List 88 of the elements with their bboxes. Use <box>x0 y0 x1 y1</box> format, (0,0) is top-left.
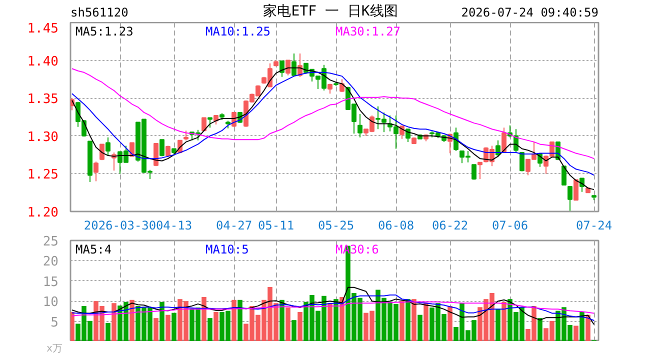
candlestick <box>106 136 110 156</box>
bar <box>418 314 422 341</box>
bar <box>112 303 116 341</box>
bar <box>334 299 338 341</box>
bar <box>292 320 296 341</box>
candlestick <box>502 127 506 152</box>
y-tick-label: 25 <box>42 234 59 250</box>
line-series <box>72 294 594 321</box>
bar <box>412 299 416 341</box>
bar <box>298 312 302 341</box>
candlestick <box>496 140 500 158</box>
text: MA10:1.25 <box>206 24 271 38</box>
bar <box>502 302 506 341</box>
text: MA10:5 <box>206 242 249 256</box>
bar <box>214 312 218 341</box>
y-tick-label: 1.45 <box>27 22 59 36</box>
bar <box>130 300 134 341</box>
bar <box>328 303 332 341</box>
text: x万 <box>46 344 63 354</box>
y-tick-label: 5 <box>50 315 58 330</box>
bar <box>400 301 404 341</box>
y-tick-label: 10 <box>42 295 59 310</box>
bar <box>448 306 452 341</box>
x-tick-label: 04-13 <box>156 218 192 232</box>
x-tick-label: 04-27 <box>216 218 252 232</box>
bar <box>340 297 344 341</box>
line-series <box>72 68 594 160</box>
bar <box>154 318 158 341</box>
x-tick-label: 06-22 <box>432 218 468 232</box>
candlestick <box>520 152 524 172</box>
candlestick <box>328 83 332 94</box>
line-series <box>72 286 594 326</box>
y-tick-label: 1.30 <box>27 130 59 145</box>
bar <box>574 326 578 341</box>
bar <box>202 297 206 341</box>
candlestick <box>574 179 578 201</box>
candlestick <box>478 162 482 180</box>
bar <box>424 303 428 341</box>
y-tick-label: 1.20 <box>27 206 59 220</box>
x-tick-label: 2026-03-30 <box>84 218 156 232</box>
candlestick <box>280 60 284 78</box>
candlestick <box>292 52 296 76</box>
x-tick-label: 05-11 <box>258 218 294 232</box>
bar <box>286 308 290 341</box>
x-tick-label: 07-24 <box>576 218 612 232</box>
y-tick-label: 1.25 <box>27 168 59 183</box>
candlestick <box>94 161 98 182</box>
chart-title: 家电ETF 一 日K线图 <box>263 4 398 20</box>
bar <box>106 322 110 341</box>
candlestick <box>406 128 410 142</box>
candlestick <box>472 164 476 180</box>
candlestick <box>208 117 212 128</box>
bar <box>406 299 410 341</box>
bar <box>232 300 236 341</box>
x-tick-label: 07-06 <box>492 218 528 232</box>
candlestick <box>562 166 566 186</box>
candlestick <box>202 117 206 132</box>
x-tick-label: 05-25 <box>318 218 354 232</box>
y-tick-label: 1.40 <box>27 54 59 70</box>
y-tick-label: 20 <box>42 254 59 270</box>
candlestick <box>184 130 188 141</box>
bar <box>160 302 164 341</box>
bar <box>280 300 284 341</box>
bar <box>538 318 542 341</box>
text: sh561120 <box>70 6 128 20</box>
candlestick <box>568 186 572 212</box>
line-series <box>72 301 594 317</box>
candlestick <box>340 78 344 93</box>
candlestick <box>160 139 164 157</box>
x-tick-label: 06-08 <box>378 218 414 232</box>
text: MA30:1.27 <box>336 24 401 38</box>
text: MA5:4 <box>76 242 112 256</box>
text: MA5:1.23 <box>76 24 134 38</box>
bar <box>70 312 74 341</box>
bar <box>586 314 590 341</box>
candlestick <box>580 178 584 192</box>
candlestick <box>214 114 218 126</box>
candlestick <box>286 60 290 76</box>
bar <box>172 312 176 341</box>
bar <box>496 309 500 341</box>
y-tick-label: 1.35 <box>27 92 59 108</box>
text: 2026-07-24 09:40:59 <box>461 6 599 20</box>
bar <box>580 312 584 341</box>
y-tick-label: 15 <box>42 274 59 290</box>
bar <box>166 314 170 341</box>
bar <box>208 318 212 341</box>
candlestick <box>358 113 362 138</box>
bar <box>238 300 242 341</box>
